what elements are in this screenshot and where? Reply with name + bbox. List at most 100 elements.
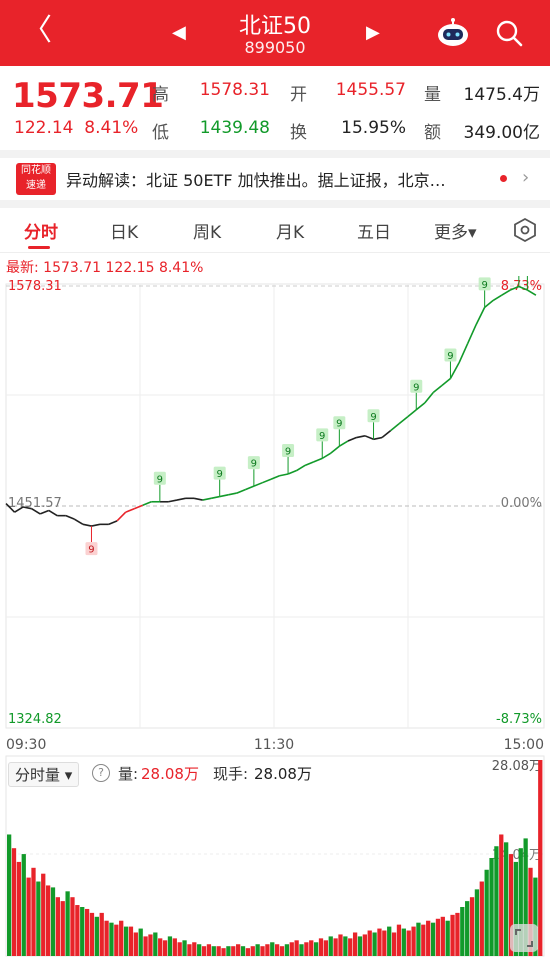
high-value: 1578.31 (199, 80, 270, 100)
volume-bar (289, 942, 294, 956)
volume-bar (119, 920, 124, 956)
help-icon[interactable]: ? (92, 764, 110, 782)
volume-bar (465, 901, 470, 956)
news-text[interactable]: 异动解读：北证 50ETF 加快推出。据上证报，北京… (66, 171, 446, 190)
volume-value: 1475.4万 (463, 85, 540, 105)
tab-monthly-k[interactable]: 月K (276, 223, 305, 243)
signal-marker: 9 (213, 466, 226, 497)
volume-bar (396, 924, 402, 956)
volume-bar (533, 877, 538, 956)
volume-bar (406, 930, 411, 956)
news-arrow-icon[interactable]: › (522, 167, 530, 188)
signal-marker: 9 (333, 416, 346, 447)
volume-bar (26, 877, 31, 956)
back-button[interactable]: 〈 (22, 13, 52, 48)
signal-label: 9 (157, 474, 163, 485)
volume-bar (284, 944, 290, 956)
volume-bar (36, 881, 41, 956)
volume-value: 28.08万 (141, 765, 199, 783)
volume-bar (216, 946, 221, 956)
volume-bar (445, 920, 450, 956)
tab-more[interactable]: 更多▾ (434, 223, 477, 243)
price-segment (262, 478, 272, 484)
volume-bar (328, 936, 333, 956)
volume-bar (70, 897, 75, 956)
change-percent: 8.41% (84, 118, 139, 138)
volume-bar (318, 938, 324, 956)
volume-bar (499, 834, 504, 956)
price-segment (330, 445, 340, 454)
price-segment (73, 518, 84, 526)
pct-mid-label: 0.00% (501, 496, 542, 511)
volume-bar (450, 914, 455, 956)
volume-bar (226, 946, 231, 956)
next-stock-button[interactable]: ▶ (366, 22, 380, 43)
intraday-price-chart[interactable]: 1578.31 1451.57 1324.82 8.73% 0.00% -8.7… (0, 276, 550, 756)
volume-bar (245, 948, 251, 956)
y-bottom-label: 1324.82 (8, 712, 62, 727)
prev-stock-button[interactable]: ◀ (172, 22, 186, 43)
tab-intraday[interactable]: 分时 (24, 223, 58, 243)
price-segment (14, 506, 24, 513)
volume-bar (357, 936, 363, 956)
search-icon[interactable] (494, 18, 524, 48)
price-segment (210, 495, 220, 500)
page-title: 北证50 (239, 14, 311, 39)
signal-marker: 9 (247, 456, 260, 487)
price-segment (356, 435, 366, 439)
volume-bar (460, 907, 465, 956)
price-segment (287, 469, 297, 475)
signal-label: 9 (319, 431, 325, 442)
volume-type-select[interactable]: 分时量 ▾ (8, 762, 80, 787)
volume-bar (177, 942, 182, 956)
price-segment (108, 520, 118, 526)
volume-bar (367, 930, 372, 956)
volume-bar (538, 760, 543, 956)
active-tab-indicator (28, 246, 50, 249)
volume-bar (50, 887, 56, 956)
low-label: 低 (152, 123, 169, 143)
volume-bar (255, 944, 260, 956)
volume-bar (221, 948, 226, 956)
volume-bar (162, 940, 168, 956)
volume-label: 量 (424, 85, 441, 105)
price-segment (82, 523, 92, 527)
volume-bar (250, 946, 255, 956)
volume-bar (309, 940, 314, 956)
top-bar: 〈 ◀ 北证50 899050 ▶ (0, 0, 550, 66)
tab-daily-k[interactable]: 日K (110, 223, 139, 243)
signal-marker: 9 (518, 276, 520, 287)
volume-bar (187, 944, 192, 956)
price-segment (39, 509, 50, 515)
price-segment (296, 464, 306, 472)
volume-bar (211, 946, 216, 956)
news-banner[interactable]: 同花顺 速递 异动解读：北证 50ETF 加快推出。据上证报，北京… › (0, 158, 550, 200)
volume-bar (65, 891, 70, 956)
volume-bar (304, 942, 309, 956)
robot-assistant-icon[interactable] (436, 18, 470, 48)
price-segment (364, 435, 374, 441)
volume-bar (201, 946, 207, 956)
current-hand-value: 28.08万 (254, 765, 312, 783)
settings-hexagon-icon[interactable] (512, 217, 538, 243)
tab-five-day[interactable]: 五日 (357, 223, 391, 243)
volume-chart[interactable]: 28.08万 14.04万 (0, 752, 550, 960)
volume-bar (231, 946, 236, 956)
signal-label: 9 (413, 382, 419, 393)
signal-marker: 9 (316, 428, 329, 459)
tab-weekly-k[interactable]: 周K (193, 223, 222, 243)
volume-bar (440, 916, 445, 956)
fullscreen-icon[interactable] (510, 924, 538, 952)
volume-bar (143, 936, 148, 956)
signal-marker: 9 (444, 348, 457, 379)
x-label-close: 15:00 (504, 737, 544, 753)
volume-bar (197, 944, 202, 956)
signal-marker: 9 (478, 277, 491, 308)
volume-bar (80, 907, 85, 956)
price-segment (236, 488, 246, 494)
price-segment (270, 474, 280, 480)
x-label-noon: 11:30 (254, 737, 294, 753)
volume-bar (523, 838, 528, 956)
volume-bar (21, 854, 26, 956)
price-segment (381, 429, 392, 439)
